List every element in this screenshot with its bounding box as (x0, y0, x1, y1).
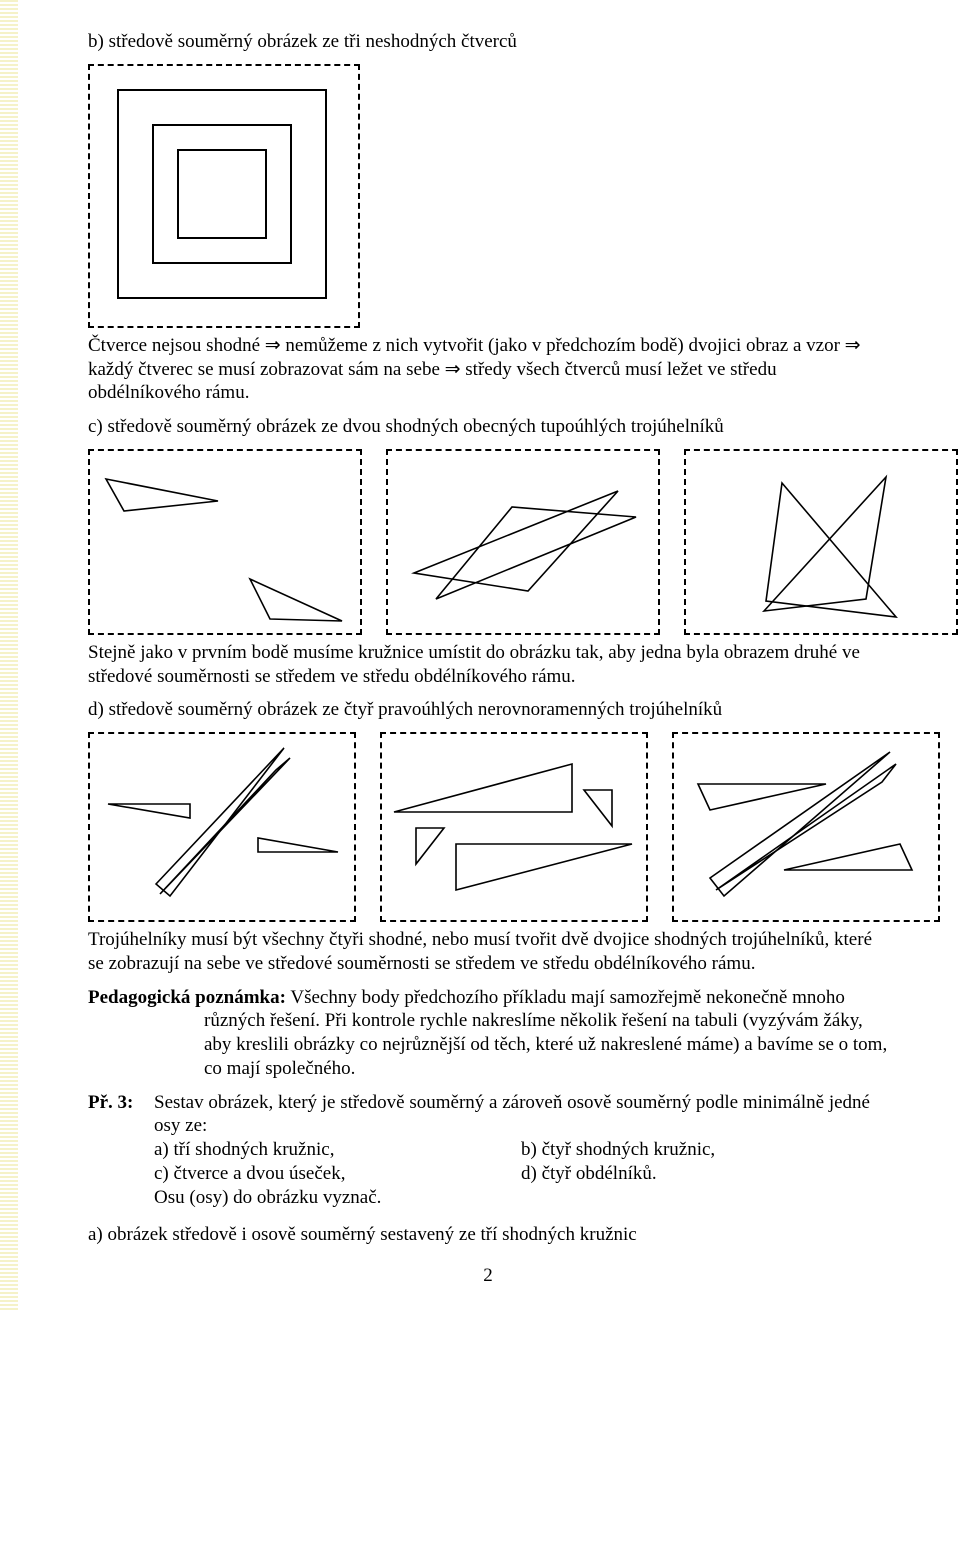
section-d-heading: d) středově souměrný obrázek ze čtyř pra… (88, 698, 888, 722)
section-c-explain: Stejně jako v prvním bodě musíme kružnic… (88, 641, 888, 689)
left-margin-band (0, 0, 18, 1311)
figure-b-row (88, 64, 888, 328)
figure-c-row (88, 449, 888, 635)
figure-d-row (88, 732, 888, 922)
figure-d-svg-2 (382, 734, 646, 920)
figure-c-svg-1 (90, 451, 360, 633)
document-page: b) středově souměrný obrázek ze tři nesh… (0, 0, 960, 1311)
pednote-text: Všechny body předchozího příkladu mají s… (204, 987, 887, 1079)
section-b-explain: Čtverce nejsou shodné ⇒ nemůžeme z nich … (88, 334, 888, 405)
figure-d-svg-1 (90, 734, 354, 920)
exercise-3-c: c) čtverce a dvou úseček, (154, 1162, 521, 1186)
figure-c-svg-2 (388, 451, 658, 633)
page-number: 2 (88, 1265, 888, 1287)
section-b-heading: b) středově souměrný obrázek ze tři nesh… (88, 30, 888, 54)
pednote-label: Pedagogická poznámka: (88, 987, 286, 1008)
figure-d-panel-1 (88, 732, 356, 922)
exercise-3-a: a) tří shodných kružnic, (154, 1138, 521, 1162)
exercise-3-b: b) čtyř shodných kružnic, (521, 1138, 888, 1162)
exercise-3-d: d) čtyř obdélníků. (521, 1162, 888, 1186)
exercise-3: Př. 3: Sestav obrázek, který je středově… (88, 1091, 888, 1210)
figure-c-panel-1 (88, 449, 362, 635)
figure-b-panel (88, 64, 360, 328)
figure-d-panel-3 (672, 732, 940, 922)
figure-c-panel-2 (386, 449, 660, 635)
exercise-3-lead: Sestav obrázek, který je středově souměr… (154, 1091, 888, 1139)
figure-c-panel-3 (684, 449, 958, 635)
figure-d-panel-2 (380, 732, 648, 922)
exercise-3-label: Př. 3: (88, 1091, 154, 1210)
section-d-explain: Trojúhelníky musí být všechny čtyři shod… (88, 928, 888, 976)
answer-a-heading: a) obrázek středově i osově souměrný ses… (88, 1223, 888, 1247)
figure-c-svg-3 (686, 451, 956, 633)
figure-d-svg-3 (674, 734, 938, 920)
nested-squares-figure (90, 66, 358, 326)
exercise-3-tail: Osu (osy) do obrázku vyznač. (154, 1186, 888, 1210)
pedagogical-note: Pedagogická poznámka: Všechny body předc… (88, 986, 888, 1081)
section-c-heading: c) středově souměrný obrázek ze dvou sho… (88, 415, 888, 439)
